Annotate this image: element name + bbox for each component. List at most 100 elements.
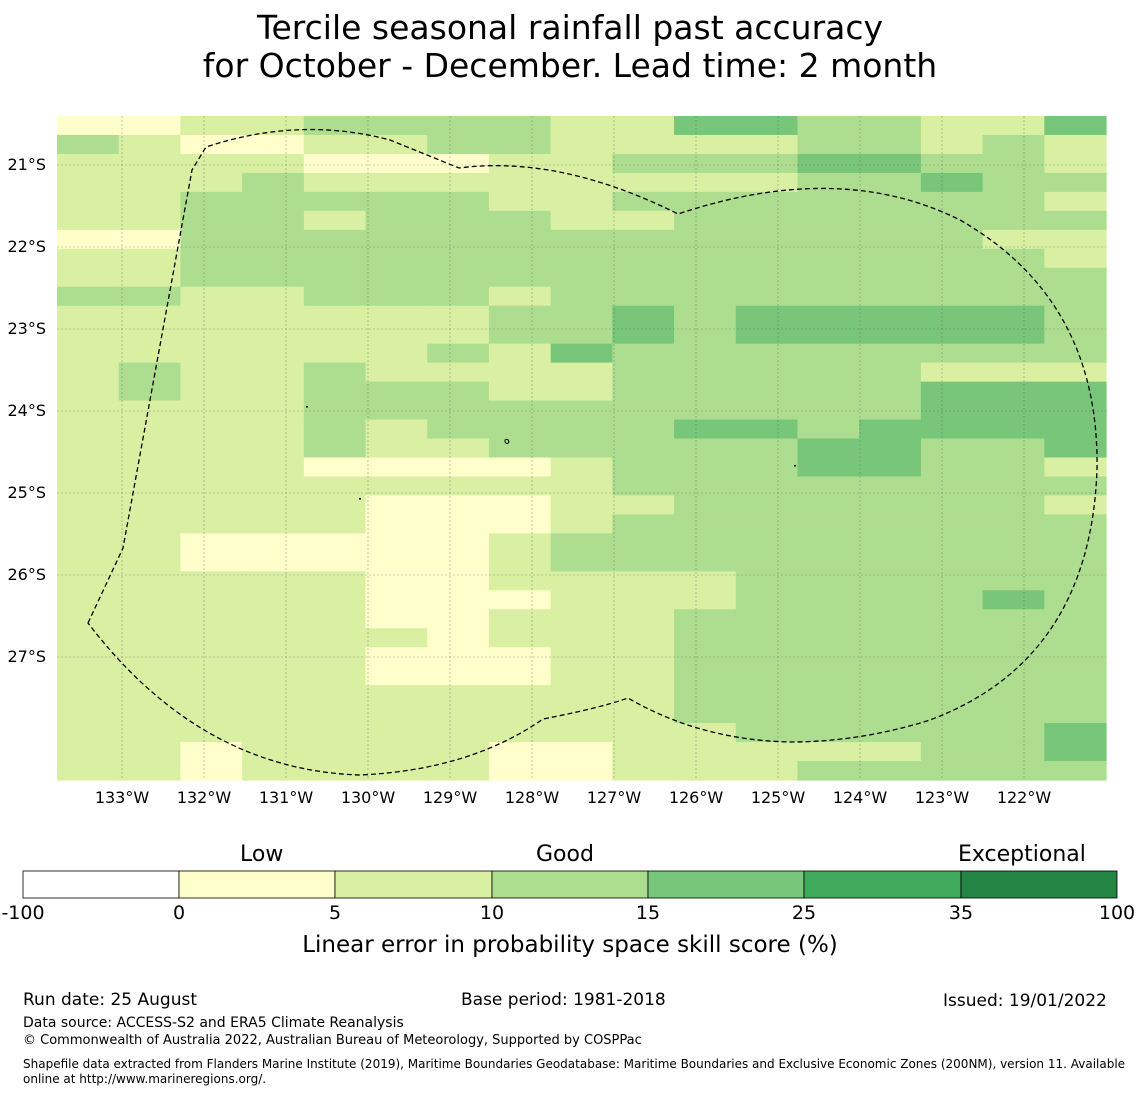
grid-cell (365, 666, 428, 686)
grid-cell (550, 210, 613, 231)
grid-cell (242, 324, 305, 345)
grid-cell (242, 286, 305, 307)
grid-cell (735, 571, 799, 591)
grid-cell (674, 685, 737, 705)
grid-cell (57, 419, 120, 440)
grid-cell (303, 116, 367, 136)
grid-cell (1044, 476, 1107, 497)
grid-cell (1044, 685, 1107, 705)
grid-cell (57, 191, 120, 212)
grid-cell (920, 116, 984, 136)
grid-cell (735, 685, 799, 705)
grid-cell (612, 419, 675, 440)
grid-cell (982, 400, 1045, 421)
grid-cell (180, 761, 243, 781)
grid-cell (612, 116, 675, 136)
grid-cell (735, 116, 799, 136)
grid-cell (1044, 647, 1107, 667)
grid-cell (612, 305, 675, 326)
grid-cell (797, 419, 860, 440)
grid-cell (612, 229, 675, 250)
grid-cell (797, 495, 860, 515)
grid-cell (180, 267, 243, 288)
grid-cell (550, 267, 613, 288)
grid-cell (180, 514, 243, 534)
grid-cell (1044, 343, 1107, 364)
grid-cell (674, 723, 737, 743)
grid-cell (242, 476, 305, 497)
grid-cell (242, 704, 305, 724)
grid-cell (982, 438, 1045, 459)
grid-cell (365, 381, 428, 402)
base-period: Base period: 1981-2018 (461, 990, 666, 1010)
grid-cell (735, 305, 799, 326)
grid-cell (920, 362, 984, 383)
grid-cell (180, 419, 243, 440)
longitude-label: 131°W (258, 788, 314, 807)
grid-cell (674, 210, 737, 231)
grid-cell (982, 457, 1045, 478)
grid-cell (859, 286, 922, 307)
grid-cell (612, 571, 675, 591)
grid-cell (674, 533, 737, 553)
grid-cell (797, 153, 860, 174)
grid-cell (180, 400, 243, 421)
grid-cell (118, 229, 182, 250)
grid-cell (365, 419, 428, 440)
grid-cell (797, 248, 860, 269)
grid-cell (735, 761, 799, 781)
grid-cell (612, 552, 675, 572)
grid-cell (303, 362, 367, 383)
grid-cell (859, 134, 922, 155)
latitude-label: 23°S (7, 319, 46, 338)
grid-cell (57, 248, 120, 269)
grid-cell (797, 134, 860, 155)
grid-cell (982, 343, 1045, 364)
grid-cell (427, 343, 490, 364)
grid-cell (735, 419, 799, 440)
longitude-label: 133°W (94, 788, 150, 807)
longitude-label: 129°W (422, 788, 478, 807)
grid-cell (735, 324, 799, 345)
grid-cell (612, 153, 675, 174)
grid-cell (612, 381, 675, 402)
grid-cell (1044, 381, 1107, 402)
grid-cell (674, 134, 737, 155)
grid-cell (427, 552, 490, 572)
grid-cell (57, 476, 120, 497)
grid-cell (859, 533, 922, 553)
grid-cell (735, 229, 799, 250)
grid-cell (797, 609, 860, 629)
grid-cell (920, 305, 984, 326)
grid-cell (612, 476, 675, 497)
latitude-label: 21°S (7, 155, 46, 174)
grid-cell (1044, 153, 1107, 174)
grid-cell (920, 476, 984, 497)
grid-cell (982, 267, 1045, 288)
grid-cell (242, 419, 305, 440)
grid-cell (365, 476, 428, 497)
grid-cell (674, 267, 737, 288)
grid-cell (920, 533, 984, 553)
grid-cell (242, 400, 305, 421)
grid-cell (242, 495, 305, 515)
grid-cell (859, 761, 922, 781)
grid-cell (57, 457, 120, 478)
grid-cell (118, 571, 182, 591)
grid-cell (674, 419, 737, 440)
grid-cell (735, 400, 799, 421)
grid-cell (365, 552, 428, 572)
grid-cell (1044, 172, 1107, 193)
grid-cell (674, 514, 737, 534)
grid-cell (427, 267, 490, 288)
grid-cell (1044, 400, 1107, 421)
grid-cell (57, 647, 120, 667)
grid-cell (488, 438, 552, 459)
grid-cell (735, 742, 799, 762)
run-date: Run date: 25 August (23, 990, 197, 1010)
grid-cell (427, 742, 490, 762)
colorbar-tick-label: 15 (635, 902, 661, 924)
longitude-label: 123°W (914, 788, 970, 807)
grid-cell (550, 229, 613, 250)
grid-cell (180, 552, 243, 572)
